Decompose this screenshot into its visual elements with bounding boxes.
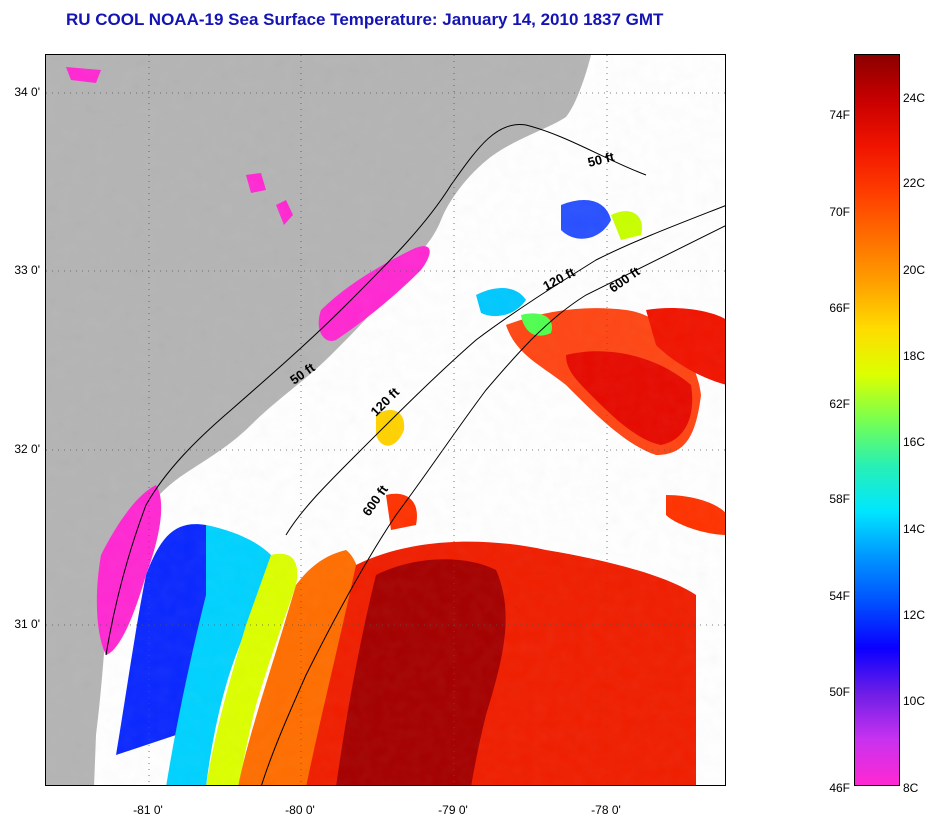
colorbar-label-74F: 74F [829,108,850,122]
colorbar-label-16C: 16C [903,435,926,449]
colorbar-label-22C: 22C [903,176,926,190]
lat-label-32: 32 0' [14,442,40,456]
contour-label-50ft-north: 50 ft [586,149,616,170]
colorbar-label-12C: 12C [903,608,926,622]
colorbar-label-54F: 54F [829,589,850,603]
colorbar-label-70F: 70F [829,205,850,219]
lon-label-81: -81 0' [133,803,163,817]
colorbar-label-46F: 46F [829,781,850,795]
depth-contour-600ft [261,225,725,785]
sst-map: 50 ft 120 ft 600 ft 50 ft 120 ft 600 ft [45,54,726,786]
temperature-colorbar [854,54,900,786]
lat-label-31: 31 0' [14,617,40,631]
lon-label-79: -79 0' [438,803,468,817]
lat-label-33: 33 0' [14,263,40,277]
sst-map-canvas: 50 ft 120 ft 600 ft 50 ft 120 ft 600 ft [46,55,725,785]
colorbar-label-58F: 58F [829,492,850,506]
map-title: RU COOL NOAA-19 Sea Surface Temperature:… [66,10,664,29]
lat-label-34: 34 0' [14,85,40,99]
depth-contour-120ft [285,205,725,536]
colorbar-label-18C: 18C [903,349,926,363]
graticule [46,55,725,785]
colorbar-label-10C: 10C [903,694,926,708]
colorbar-label-20C: 20C [903,263,926,277]
sst-texture [46,55,725,785]
colorbar-label-66F: 66F [829,301,850,315]
depth-contour-50ft [105,123,647,656]
lon-label-80: -80 0' [285,803,315,817]
colorbar-label-24C: 24C [903,91,926,105]
colorbar-label-50F: 50F [829,685,850,699]
colorbar-label-14C: 14C [903,522,926,536]
lon-label-78: -78 0' [591,803,621,817]
colorbar-label-8C: 8C [903,781,919,795]
colorbar-label-62F: 62F [829,397,850,411]
